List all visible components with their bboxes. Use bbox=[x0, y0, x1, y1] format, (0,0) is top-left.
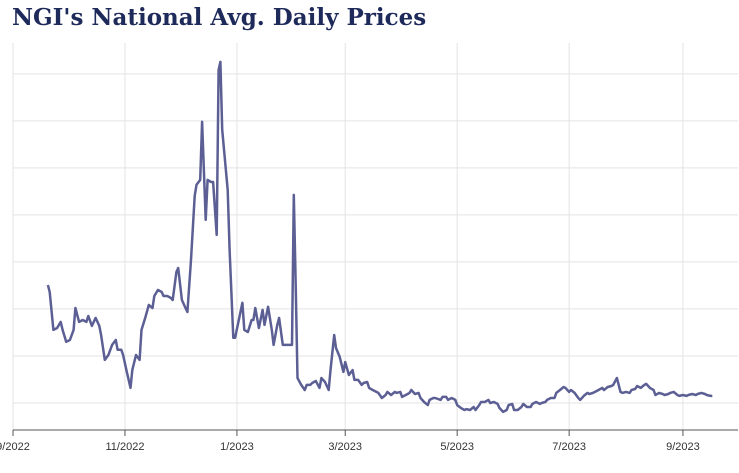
chart-title: NGI's National Avg. Daily Prices bbox=[12, 4, 426, 31]
x-tick-label: 7/2023 bbox=[552, 441, 586, 453]
price-line bbox=[46, 60, 713, 414]
x-tick-label: 1/2023 bbox=[220, 441, 254, 453]
x-tick-label: 9/2023 bbox=[666, 441, 700, 453]
x-tick-label: 5/2023 bbox=[440, 441, 474, 453]
x-tick-label: 9/2022 bbox=[0, 441, 30, 453]
x-tick-label: 3/2023 bbox=[328, 441, 362, 453]
x-tick-label: 11/2022 bbox=[105, 441, 144, 453]
